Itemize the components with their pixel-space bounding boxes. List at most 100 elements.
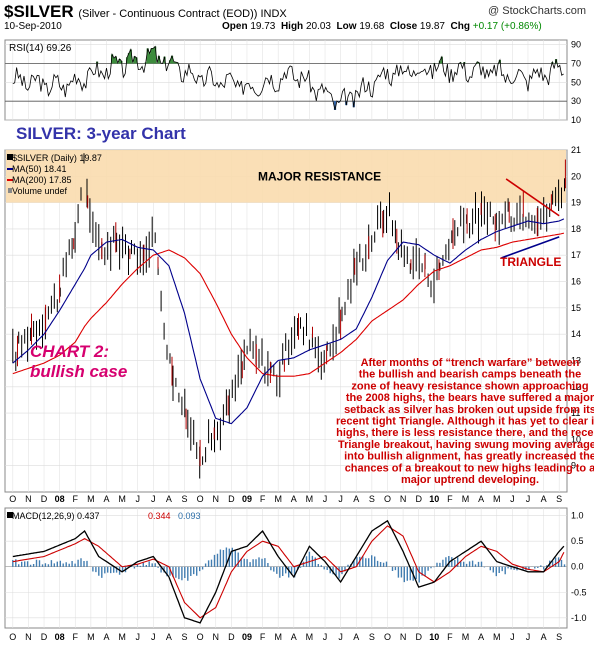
subtitle-line1: CHART 2: [30,342,109,361]
price-panel: 9 10 11 12 13 14 15 16 17 18 19 20 21 MAJOR RESISTANC… [4,124,594,493]
macd-ytick-label: 0.5 [571,536,584,546]
symbol: $SILVER [4,2,74,21]
x-month-label: A [541,632,547,642]
x-month-label: F [447,632,453,642]
x-month-label: M [118,632,126,642]
x-month-label: A [478,632,484,642]
macd-ytick-label: -0.5 [571,587,587,597]
macd-signal-line [12,525,565,619]
commentary-line: highs, there is less resistance there, a… [336,427,594,439]
x-month-label: A [166,494,172,504]
x-month-label: D [415,632,422,642]
price-ytick-label: 14 [571,329,581,339]
close-label: Close [389,21,418,32]
legend-volume: Volume undef [12,186,68,196]
x-month-label: D [41,632,48,642]
commentary-line: Triangle breakout, having swung moving a… [338,439,594,451]
macd-ytick-label: 0.0 [571,562,584,572]
x-month-label: D [41,494,48,504]
x-month-label: 10 [429,494,439,504]
resistance-band [6,150,566,203]
commentary-line: chances of a breakout to new highs leadi… [345,462,594,474]
x-month-label: N [213,632,220,642]
x-month-label: J [323,632,328,642]
macd-ytick-label: 1.0 [571,511,584,521]
macd-legend-swatch [7,512,13,518]
x-month-label: J [526,632,531,642]
symbol-description: (Silver - Continuous Contract (EOD)) IND… [78,8,287,20]
x-month-label: A [103,632,109,642]
x-month-label: 09 [242,632,252,642]
ma200-line [12,232,565,377]
macd-x-axis: O N D 08 F M A M J J A S O N D 09 F M A M J J A S O N D 10 F M A M J J A S [9,632,562,642]
rsi-frame [4,39,568,121]
x-month-label: M [462,632,470,642]
commentary-line: major uptrend developing. [401,474,539,486]
resistance-label: MAJOR RESISTANCE [258,169,381,183]
x-month-label: O [384,494,391,504]
x-month-label: O [9,632,16,642]
legend-price: $SILVER (Daily) 19.87 [12,153,102,163]
x-month-label: S [556,494,562,504]
x-month-label: S [182,494,188,504]
triangle-upper-line [505,178,560,217]
macd-panel: -1.0 -0.5 0.0 0.5 1.0 MACD(12,26,9) 0.437 0.34… [4,507,587,629]
x-month-label: J [135,494,140,504]
x-month-label: O [384,632,391,642]
x-month-label: J [338,632,343,642]
x-month-label: J [526,494,531,504]
triangle-label: TRIANGLE [500,255,561,269]
x-month-label: J [151,632,156,642]
price-ytick-label: 20 [571,171,581,181]
commentary-line: into bullish alignment, has greatly incr… [344,451,594,463]
quote-date: 10-Sep-2010 [4,21,62,32]
price-ytick-label: 11 [571,408,580,418]
commentary-line: zone of heavy resistance shown approachi… [351,380,588,392]
price-frame [4,149,568,493]
x-month-label: A [353,632,359,642]
close-value: 19.87 [419,21,445,32]
price-x-axis: O N D 08 F M A M J J A S O N D 09 F M A M J J A S O N D 10 F M A M J J A S [9,494,562,504]
symbol-title: $SILVER (Silver - Continuous Contract (E… [4,2,287,22]
x-month-label: J [323,494,328,504]
x-month-label: J [510,632,515,642]
x-month-label: M [87,632,95,642]
rsi-ytick-label: 50 [571,77,581,87]
x-month-label: 09 [242,494,252,504]
high-value: 20.03 [305,21,331,32]
x-month-label: S [182,632,188,642]
chg-label: Chg [450,21,470,32]
commentary-line: setback as silver has broken out upside … [344,404,594,416]
x-month-label: N [400,494,407,504]
legend-price-swatch [7,154,13,160]
x-month-label: A [166,632,172,642]
price-ytick-label: 17 [571,250,581,260]
x-month-label: M [462,494,470,504]
x-month-label: F [447,494,453,504]
x-month-label: M [493,494,501,504]
x-month-label: N [400,632,407,642]
price-bars [12,153,565,479]
commentary-line: the bullish and bearish camps beneath th… [359,369,582,381]
low-value: 19.68 [359,21,385,32]
price-ytick-label: 12 [571,382,581,392]
open-value: 19.73 [250,21,276,32]
x-month-label: F [260,494,266,504]
legend-volume-swatch [8,188,12,193]
macd-histogram [12,547,566,583]
chg-value: +0.17 (+0.86%) [472,21,542,32]
commentary-line: recent tight Triangle. Although it has y… [336,416,594,428]
rsi-legend: RSI(14) 69.26 [9,43,72,54]
rsi-panel: 10 30 50 70 90 RSI(14) 69.26 [4,39,581,125]
chart-header: $SILVER (Silver - Continuous Contract (E… [2,2,592,32]
x-month-label: O [197,494,204,504]
macd-ytick-label: -1.0 [571,613,587,623]
legend-ma200: MA(200) 17.85 [12,175,72,185]
quote-line: Open 19.73 High 20.03 Low 19.68 Close 19… [222,21,542,32]
x-month-label: A [541,494,547,504]
x-month-label: A [478,494,484,504]
x-month-label: O [197,632,204,642]
macd-legend-hist: 0.093 [178,511,201,521]
price-ytick-label: 13 [571,355,581,365]
